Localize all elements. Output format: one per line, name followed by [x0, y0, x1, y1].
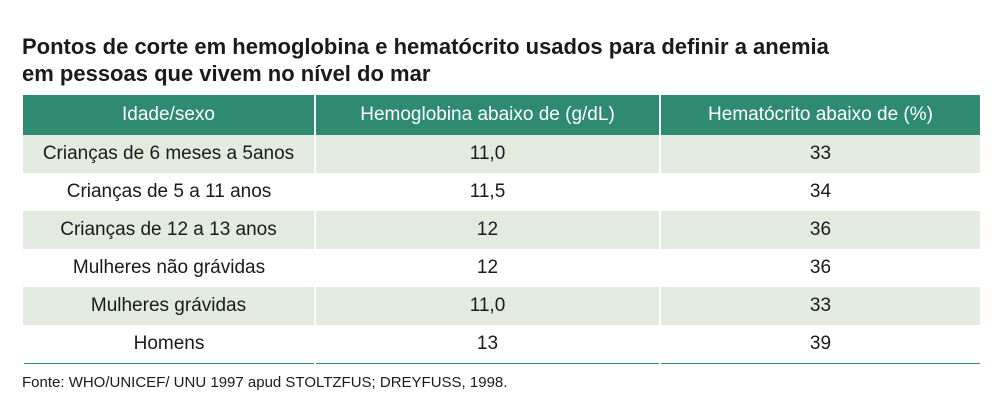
anemia-cutoff-table: Idade/sexo Hemoglobina abaixo de (g/dL) …: [22, 95, 980, 364]
table-row: Homens 13 39: [22, 325, 980, 364]
table-row: Crianças de 5 a 11 anos 11,5 34: [22, 173, 980, 211]
source-note: Fonte: WHO/UNICEF/ UNU 1997 apud STOLTZF…: [22, 374, 508, 391]
table-header-row: Idade/sexo Hemoglobina abaixo de (g/dL) …: [23, 95, 980, 135]
header-age-sex: Idade/sexo: [23, 95, 315, 135]
cell-hematocrit: 36: [659, 211, 980, 249]
cell-age-sex: Homens: [22, 325, 315, 364]
cell-hematocrit: 36: [659, 249, 980, 287]
cell-hematocrit: 33: [659, 287, 980, 325]
cell-hemoglobin: 13: [314, 325, 660, 364]
header-hemoglobin: Hemoglobina abaixo de (g/dL): [314, 95, 660, 135]
cell-hematocrit: 33: [659, 135, 980, 173]
table-row: Mulheres grávidas 11,0 33: [23, 287, 980, 325]
table-row: Mulheres não grávidas 12 36: [22, 249, 980, 287]
cell-age-sex: Mulheres grávidas: [23, 287, 315, 325]
cell-hematocrit: 34: [659, 173, 980, 211]
table-title-line-1: Pontos de corte em hemoglobina e hematóc…: [22, 34, 829, 59]
table-title-line-2: em pessoas que vivem no nível do mar: [22, 61, 431, 86]
cell-hemoglobin: 11,0: [314, 287, 660, 325]
cell-age-sex: Crianças de 5 a 11 anos: [22, 173, 315, 211]
cell-age-sex: Mulheres não grávidas: [22, 249, 315, 287]
table-row: Crianças de 12 a 13 anos 12 36: [23, 211, 980, 249]
cell-hemoglobin: 11,0: [314, 135, 660, 173]
cell-hematocrit: 39: [659, 325, 980, 364]
header-hematocrit: Hematócrito abaixo de (%): [659, 95, 980, 135]
cell-age-sex: Crianças de 12 a 13 anos: [23, 211, 315, 249]
cell-hemoglobin: 11,5: [314, 173, 660, 211]
table-title: Pontos de corte em hemoglobina e hematóc…: [22, 33, 922, 87]
cell-hemoglobin: 12: [314, 211, 660, 249]
cell-hemoglobin: 12: [314, 249, 660, 287]
cell-age-sex: Crianças de 6 meses a 5anos: [23, 135, 315, 173]
table-row: Crianças de 6 meses a 5anos 11,0 33: [23, 135, 980, 173]
